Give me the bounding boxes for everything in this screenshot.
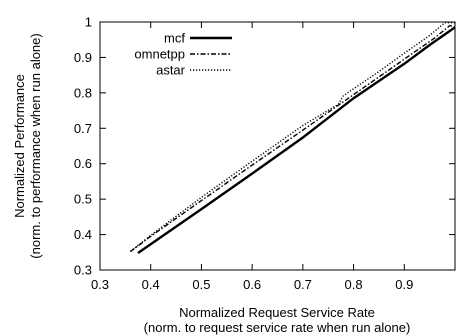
y-tick-label: 1 [85,15,92,30]
y-tick-label: 0.5 [74,192,92,207]
plot-frame [99,21,456,271]
x-tick-label: 0.5 [192,277,210,292]
series-line-mcf [137,26,456,254]
x-tick-label: 0.7 [294,277,312,292]
y-tick-label: 0.3 [74,263,92,278]
axis-ticks: 0.3 0.4 0.5 0.6 0.7 0.8 0.9 0.3 0.4 0.5 0.6 0.7 0.8 0… [74,15,455,292]
y-tick-label: 0.7 [74,121,92,136]
x-tick-label: 0.8 [345,277,363,292]
x-tick-label: 0.4 [142,277,160,292]
y-tick-label: 0.8 [74,85,92,100]
legend-label-astar: astar [156,63,186,78]
x-axis-subtitle: (norm. to request service rate when run … [144,320,411,335]
x-axis-title: Normalized Request Service Rate [179,305,375,320]
x-tick-label: 0.9 [395,277,413,292]
x-tick-label: 0.3 [91,277,109,292]
legend-label-mcf: mcf [164,31,185,46]
series-layer [129,22,456,254]
legend: mcf omnetpp astar [134,31,232,78]
series-line-omnetpp [129,24,456,253]
y-tick-label: 0.4 [74,227,92,242]
y-tick-label: 0.9 [74,50,92,65]
series-line-astar [129,22,455,253]
legend-label-omnetpp: omnetpp [134,47,185,62]
y-tick-label: 0.6 [74,156,92,171]
y-axis-title: Normalized Performance [12,74,27,218]
x-tick-label: 0.6 [243,277,261,292]
y-axis-subtitle: (norm. to performance when run alone) [28,33,43,258]
